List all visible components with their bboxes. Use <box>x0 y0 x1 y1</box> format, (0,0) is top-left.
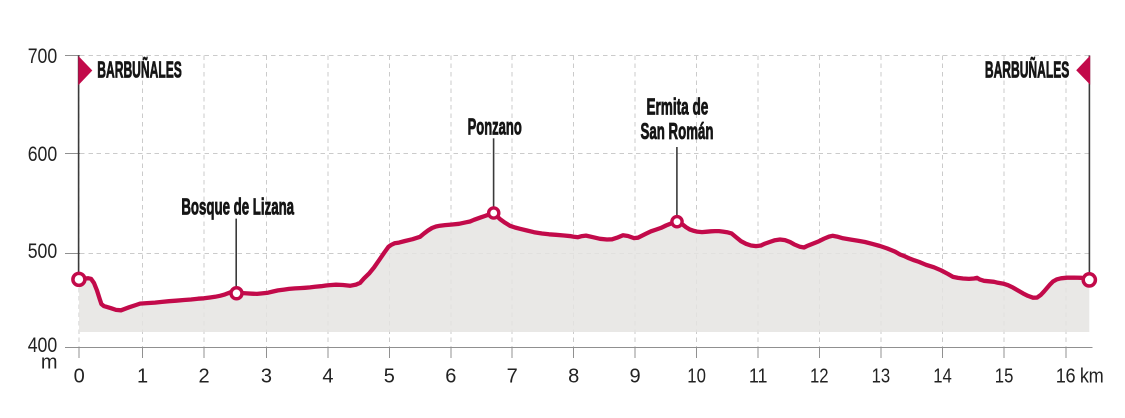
svg-text:4: 4 <box>322 366 333 388</box>
svg-text:BARBUÑALES: BARBUÑALES <box>97 56 182 83</box>
svg-text:8: 8 <box>568 366 579 388</box>
svg-text:BARBUÑALES: BARBUÑALES <box>985 56 1069 83</box>
svg-text:12: 12 <box>810 366 829 388</box>
svg-text:3: 3 <box>261 366 272 388</box>
svg-text:Ermita de: Ermita de <box>646 94 708 120</box>
svg-text:9: 9 <box>629 366 640 388</box>
svg-text:Ponzano: Ponzano <box>468 114 522 140</box>
svg-text:2: 2 <box>199 366 210 388</box>
svg-text:Bosque de Lizana: Bosque de Lizana <box>181 194 294 220</box>
svg-text:1: 1 <box>137 366 148 388</box>
svg-text:0: 0 <box>74 366 85 388</box>
svg-text:m: m <box>41 352 58 374</box>
svg-text:500: 500 <box>28 239 58 263</box>
svg-text:6: 6 <box>445 366 456 388</box>
svg-text:700: 700 <box>28 44 58 68</box>
svg-text:11: 11 <box>749 366 768 388</box>
svg-text:5: 5 <box>384 366 395 388</box>
svg-text:15: 15 <box>995 366 1014 388</box>
svg-text:10: 10 <box>687 366 706 388</box>
svg-text:13: 13 <box>872 366 891 388</box>
svg-text:San Román: San Román <box>641 118 714 144</box>
svg-text:7: 7 <box>507 366 518 388</box>
svg-text:14: 14 <box>933 366 952 388</box>
svg-text:16 km: 16 km <box>1056 366 1104 388</box>
svg-text:600: 600 <box>28 142 58 166</box>
svg-text:400: 400 <box>28 333 58 357</box>
